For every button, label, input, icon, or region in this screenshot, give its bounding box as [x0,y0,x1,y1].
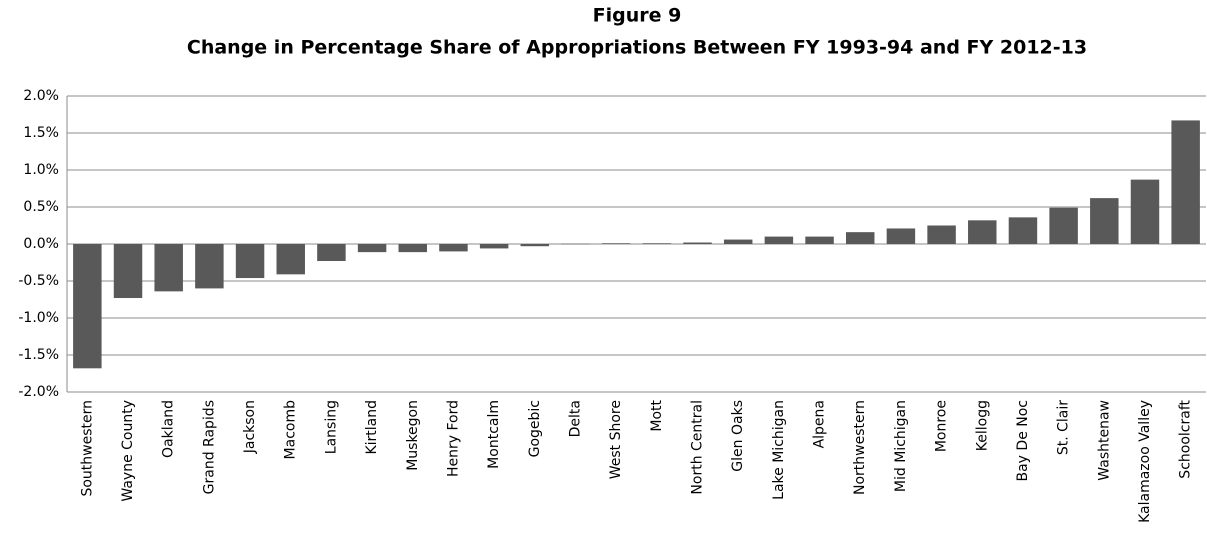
chart-subtitle: Change in Percentage Share of Appropriat… [187,37,1087,59]
x-tick-label: Mid Michigan [893,400,909,492]
bar [357,244,387,253]
y-tick-label: 2.0% [23,88,59,104]
bar [398,244,428,253]
bar [1130,179,1160,244]
x-tick-label: Kirtland [364,400,380,455]
x-tick-label: North Central [690,400,706,495]
x-tick-label: Kellogg [974,400,990,451]
x-tick-label: Grand Rapids [201,400,217,494]
x-tick-label: West Shore [608,400,624,479]
bar [439,244,468,252]
bar [73,244,102,369]
x-tick-label: Wayne County [120,400,136,502]
y-tick-label: 1.0% [23,162,59,178]
x-tick-label: Oakland [161,400,177,458]
y-tick-label: -2.0% [18,384,59,400]
bar [805,236,834,244]
bar [1049,207,1078,244]
x-tick-label: Muskegon [405,400,421,471]
bar [154,244,183,292]
x-tick-label: Lake Michigan [771,400,787,500]
bar [723,239,753,244]
x-tick-label: Jackson [242,400,258,454]
x-tick-label: Lansing [323,400,339,454]
y-tick-label: -1.0% [18,310,59,326]
bar [642,243,672,244]
x-tick-label: Henry Ford [445,400,461,477]
bar [479,244,509,249]
x-tick-label: Washtenaw [1096,400,1112,481]
x-tick-label: Alpena [812,400,828,448]
bar [968,220,997,244]
bar [764,236,794,244]
bar [113,244,143,299]
chart-title: Figure 9 [593,5,682,27]
bar [276,244,305,275]
bar [1090,198,1119,244]
x-tick-label: Delta [567,400,583,437]
bar [845,232,875,244]
x-tick-label: Macomb [283,400,299,460]
bar [195,244,224,289]
bar [683,242,712,244]
x-tick-label: Northwestern [852,400,868,495]
x-tick-label: Gogebic [527,400,543,457]
x-tick-label: Glen Oaks [730,400,746,472]
bar [1008,217,1038,244]
x-tick-label: Southwestern [79,400,95,497]
bar [601,243,631,244]
bar [317,244,346,262]
y-tick-label: 1.5% [23,125,59,141]
x-tick-label: Montcalm [486,400,502,469]
x-tick-label: Mott [649,399,665,431]
x-tick-label: Monroe [934,400,950,452]
bar [561,243,590,245]
bar [927,225,956,244]
y-tick-label: -1.5% [18,347,59,363]
bar [1171,120,1200,244]
bar [520,244,550,247]
y-tick-label: 0.0% [23,236,59,252]
x-tick-label: St. Clair [1056,400,1072,455]
x-tick-label: Kalamazoo Valley [1137,400,1153,523]
y-tick-label: 0.5% [23,199,59,215]
bar [235,244,265,279]
y-tick-label: -0.5% [18,273,59,289]
x-tick-label: Bay De Noc [1015,400,1031,482]
bar [886,228,916,244]
x-tick-label: Schoolcraft [1178,399,1194,478]
